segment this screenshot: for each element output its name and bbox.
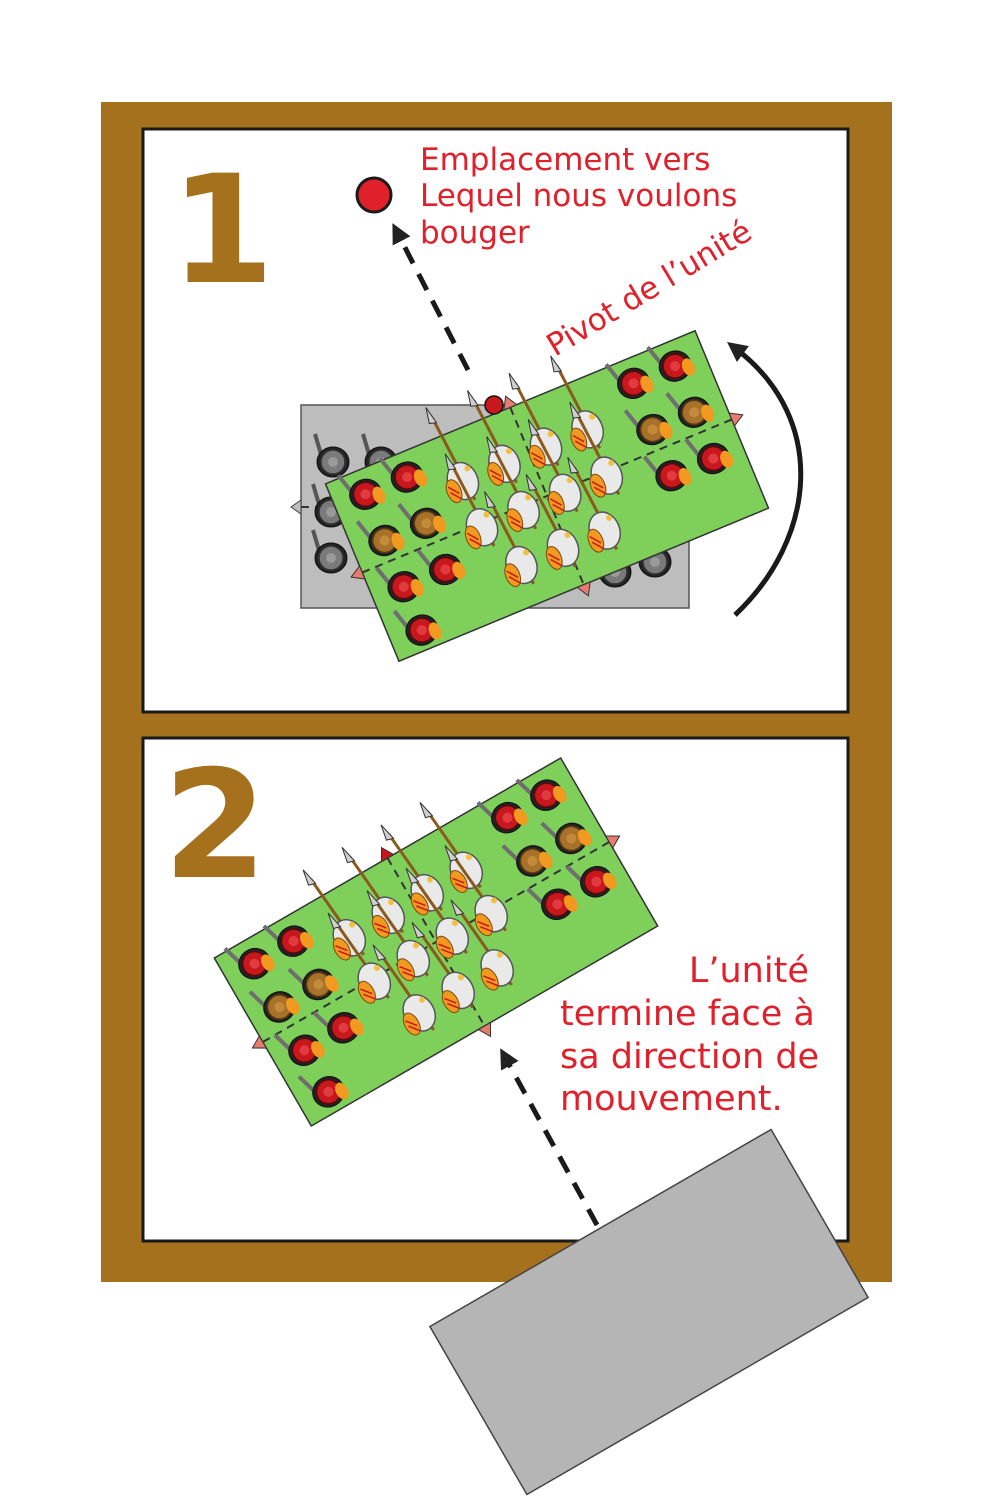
green-unit-final	[213, 756, 659, 1128]
green-unit-pivoting	[324, 329, 770, 663]
pivot-marker-icon	[484, 395, 504, 415]
ghost-unit-start	[428, 1128, 870, 1496]
step-number-1: 1	[170, 144, 274, 318]
dashed-target-arrow-icon	[392, 223, 471, 372]
result-label: L’unité termine face à sa direction de m…	[560, 951, 830, 1119]
step-number-2: 2	[163, 739, 267, 913]
target-label: Emplacement vers Lequel nous voulons bou…	[420, 142, 747, 251]
curved-rotation-arrow-icon	[727, 341, 804, 617]
target-point-icon	[355, 176, 393, 214]
dashed-move-arrow-icon	[500, 1048, 600, 1227]
